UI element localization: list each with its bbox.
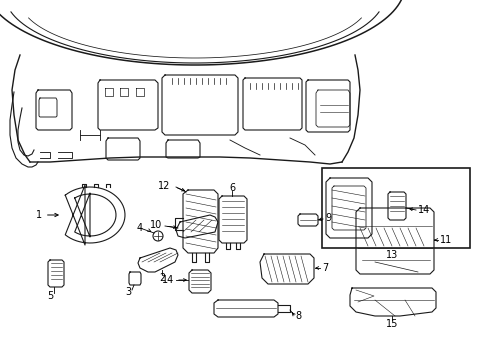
Bar <box>362 210 392 224</box>
Text: 15: 15 <box>386 319 398 329</box>
Text: 13: 13 <box>386 250 398 260</box>
Bar <box>398 210 428 224</box>
Text: 9: 9 <box>325 213 331 223</box>
Bar <box>322 168 470 248</box>
Text: 12: 12 <box>158 181 170 191</box>
Text: 10: 10 <box>150 220 162 230</box>
Text: 5: 5 <box>47 291 53 301</box>
Text: 6: 6 <box>229 183 235 193</box>
Text: 2: 2 <box>159 273 165 283</box>
Text: 4: 4 <box>137 223 143 233</box>
Text: 1: 1 <box>36 210 58 220</box>
Text: 14: 14 <box>418 205 430 215</box>
Text: 7: 7 <box>322 263 328 273</box>
Text: 3: 3 <box>125 287 131 297</box>
Text: 8: 8 <box>295 311 301 321</box>
Text: 11: 11 <box>440 235 452 245</box>
Text: 14: 14 <box>162 275 174 285</box>
